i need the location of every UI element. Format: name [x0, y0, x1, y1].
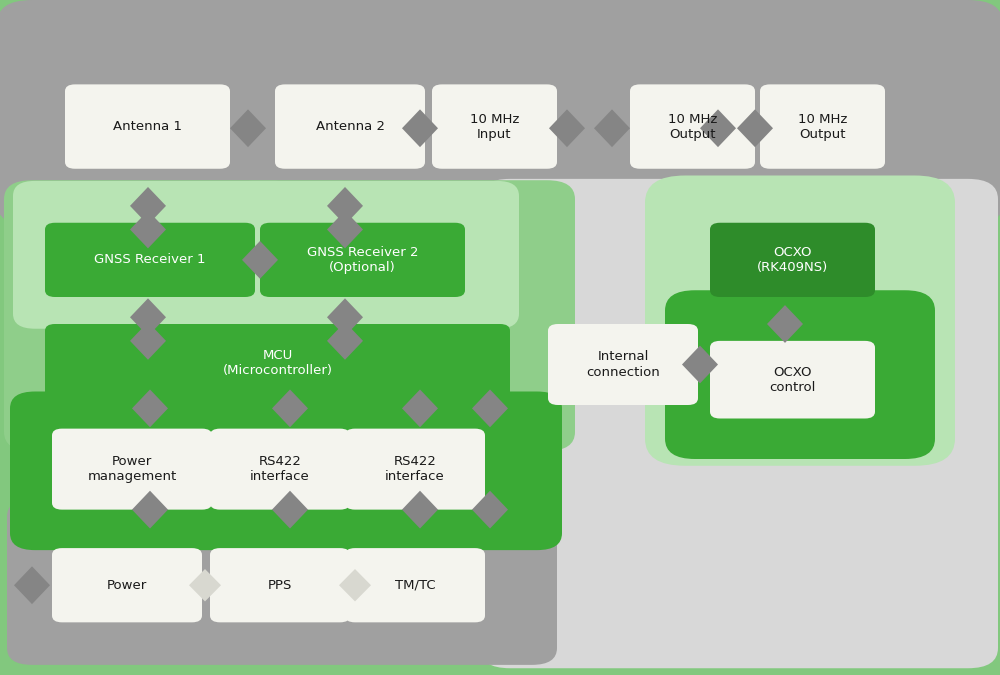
Polygon shape [549, 109, 585, 147]
FancyBboxPatch shape [432, 84, 557, 169]
Text: 10 MHz
Input: 10 MHz Input [470, 113, 519, 140]
Polygon shape [130, 298, 166, 336]
Polygon shape [132, 491, 168, 529]
Text: PPS: PPS [268, 578, 292, 592]
Polygon shape [327, 298, 363, 336]
FancyBboxPatch shape [45, 324, 510, 402]
Polygon shape [472, 491, 508, 529]
FancyBboxPatch shape [0, 0, 1000, 226]
Polygon shape [14, 566, 50, 604]
FancyBboxPatch shape [630, 84, 755, 169]
FancyBboxPatch shape [645, 176, 955, 466]
Polygon shape [272, 389, 308, 427]
Polygon shape [339, 569, 371, 601]
Text: Antenna 2: Antenna 2 [316, 120, 384, 133]
Text: TM/TC: TM/TC [395, 578, 435, 592]
Polygon shape [130, 322, 166, 360]
Polygon shape [402, 491, 438, 529]
FancyBboxPatch shape [210, 548, 350, 622]
Text: RS422
interface: RS422 interface [385, 455, 445, 483]
Polygon shape [402, 389, 438, 427]
Polygon shape [327, 322, 363, 360]
Polygon shape [132, 389, 168, 427]
FancyBboxPatch shape [260, 223, 465, 297]
Polygon shape [230, 109, 266, 147]
Polygon shape [682, 346, 718, 383]
FancyBboxPatch shape [480, 179, 998, 668]
Text: GNSS Receiver 2
(Optional): GNSS Receiver 2 (Optional) [307, 246, 418, 274]
Polygon shape [130, 187, 166, 225]
Text: OCXO
(RK409NS): OCXO (RK409NS) [757, 246, 828, 274]
FancyBboxPatch shape [548, 324, 698, 405]
Polygon shape [402, 109, 438, 147]
FancyBboxPatch shape [13, 181, 297, 329]
Text: 10 MHz
Output: 10 MHz Output [668, 113, 717, 140]
Polygon shape [130, 211, 166, 248]
Polygon shape [327, 211, 363, 248]
Text: RS422
interface: RS422 interface [250, 455, 310, 483]
Text: GNSS Receiver 1: GNSS Receiver 1 [94, 253, 206, 267]
FancyBboxPatch shape [4, 180, 575, 451]
FancyBboxPatch shape [52, 429, 212, 510]
FancyBboxPatch shape [275, 84, 425, 169]
Text: Power
management: Power management [87, 455, 177, 483]
FancyBboxPatch shape [52, 548, 202, 622]
FancyBboxPatch shape [710, 341, 875, 418]
Text: OCXO
control: OCXO control [769, 366, 816, 394]
Polygon shape [594, 109, 630, 147]
FancyBboxPatch shape [210, 429, 350, 510]
Text: Antenna 1: Antenna 1 [113, 120, 182, 133]
FancyBboxPatch shape [10, 392, 562, 550]
FancyBboxPatch shape [230, 181, 519, 329]
Polygon shape [737, 109, 773, 147]
Polygon shape [189, 569, 221, 601]
FancyBboxPatch shape [665, 290, 935, 459]
Polygon shape [327, 187, 363, 225]
Text: Internal
connection: Internal connection [586, 350, 660, 379]
FancyBboxPatch shape [710, 223, 875, 297]
FancyBboxPatch shape [345, 548, 485, 622]
Polygon shape [767, 305, 803, 343]
Text: 10 MHz
Output: 10 MHz Output [798, 113, 847, 140]
Polygon shape [700, 109, 736, 147]
Polygon shape [242, 241, 278, 279]
FancyBboxPatch shape [65, 84, 230, 169]
Text: MCU
(Microcontroller): MCU (Microcontroller) [222, 349, 332, 377]
Polygon shape [472, 389, 508, 427]
FancyBboxPatch shape [45, 223, 255, 297]
FancyBboxPatch shape [7, 500, 557, 665]
FancyBboxPatch shape [345, 429, 485, 510]
FancyBboxPatch shape [760, 84, 885, 169]
Polygon shape [272, 491, 308, 529]
Text: Power: Power [107, 578, 147, 592]
